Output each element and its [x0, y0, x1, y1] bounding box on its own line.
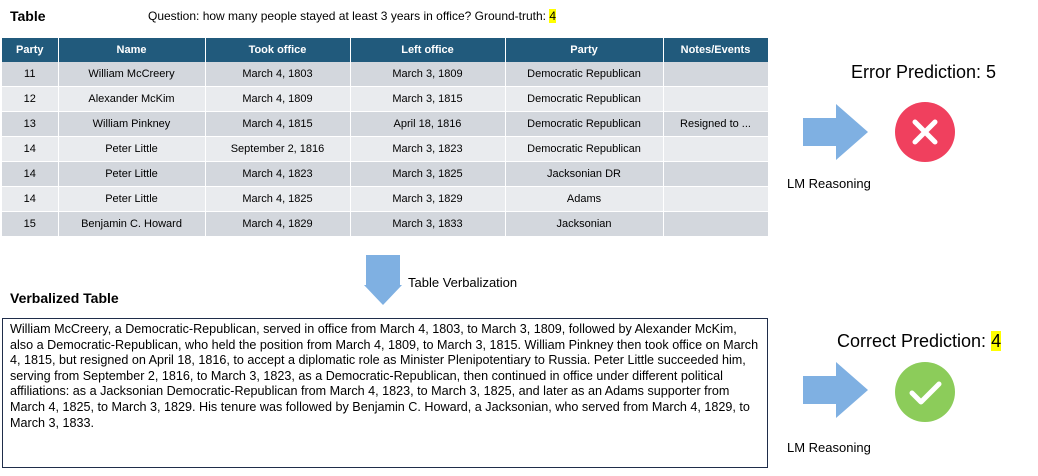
table-cell — [663, 62, 769, 87]
table-cell: William McCreery — [58, 62, 206, 87]
ground-truth: 4 — [549, 9, 557, 23]
header-cell: Took office — [205, 38, 351, 62]
table-cell: Jacksonian — [505, 211, 664, 237]
table-cell — [663, 211, 769, 237]
table-cell: Peter Little — [58, 186, 206, 212]
error-label: Error Prediction: 5 — [851, 62, 997, 82]
table-cell: 14 — [2, 186, 59, 212]
table-cell: March 3, 1815 — [350, 86, 506, 112]
table-cell — [663, 161, 769, 187]
table-cell — [663, 86, 769, 112]
header-cell: Name — [58, 38, 206, 62]
table-cell: Jacksonian DR — [505, 161, 664, 187]
question: Question: how many people stayed at leas… — [148, 9, 557, 23]
table-cell: March 4, 1825 — [205, 186, 351, 212]
table-cell: March 3, 1825 — [350, 161, 506, 187]
data-table: Party Name Took office Left office Party Note… — [2, 38, 769, 237]
table-cell: 11 — [2, 62, 59, 87]
correct-icon — [895, 362, 955, 422]
table-cell: March 4, 1829 — [205, 211, 351, 237]
table-cell: Resigned to ... — [663, 111, 769, 137]
table-cell: Alexander McKim — [58, 86, 206, 112]
correct-label: Correct Prediction: — [837, 331, 987, 351]
table-cell: 13 — [2, 111, 59, 137]
table-row: 14 Peter Little September 2, 1816 March 3, … — [2, 136, 769, 162]
table-cell: 14 — [2, 161, 59, 187]
correct-label-wrap: Correct Prediction: 4 — [837, 331, 1002, 352]
verbalized-title: Verbalized Table — [10, 290, 119, 306]
table-cell: 12 — [2, 86, 59, 112]
table-cell: Peter Little — [58, 136, 206, 162]
right-arrow — [803, 104, 868, 160]
table-cell: 14 — [2, 136, 59, 162]
table-cell: March 4, 1823 — [205, 161, 351, 187]
table-title: Table — [10, 8, 46, 24]
table-cell: Democratic Republican — [505, 62, 664, 87]
table-cell: March 3, 1823 — [350, 136, 506, 162]
down-arrow — [364, 255, 402, 305]
table-row: 13 William Pinkney March 4, 1815 April 18, … — [2, 111, 769, 137]
table-row: 11 William McCreery March 4, 1803 March 3, … — [2, 62, 769, 87]
table-cell: March 4, 1815 — [205, 111, 351, 137]
table-row: 12 Alexander McKim March 4, 1809 March 3, 1… — [2, 86, 769, 112]
header-cell: Left office — [350, 38, 506, 62]
question-text: Question: how many people stayed at leas… — [148, 9, 547, 23]
check-mark — [909, 381, 942, 405]
arrow-label: Table Verbalization — [408, 275, 518, 290]
verbalized-text: William McCreery, a Democratic-Republica… — [2, 318, 768, 468]
header-cell: Party — [505, 38, 664, 62]
table-cell — [663, 186, 769, 212]
table-cell: Benjamin C. Howard — [58, 211, 206, 237]
header-row: Party Name Took office Left office Party Note… — [2, 38, 769, 62]
table-cell: March 3, 1833 — [350, 211, 506, 237]
table-cell: March 4, 1803 — [205, 62, 351, 87]
header-cell: Party — [2, 38, 59, 62]
table-cell: Peter Little — [58, 161, 206, 187]
table-cell: Adams — [505, 186, 664, 212]
table-cell: William Pinkney — [58, 111, 206, 137]
table-cell: March 4, 1809 — [205, 86, 351, 112]
table-row: 15 Benjamin C. Howard March 4, 1829 March 3… — [2, 211, 769, 237]
table-row: 14 Peter Little March 4, 1823 March 3, 1825… — [2, 161, 769, 187]
x-mark — [912, 119, 938, 145]
correct-value: 4 — [991, 331, 1002, 351]
reasoning-label: LM Reasoning — [787, 176, 871, 191]
header-cell: Notes/Events — [663, 38, 769, 62]
table-cell: March 3, 1829 — [350, 186, 506, 212]
reasoning-label: LM Reasoning — [787, 440, 871, 455]
table-cell: Democratic Republican — [505, 86, 664, 112]
table-cell: 15 — [2, 211, 59, 237]
table-cell: September 2, 1816 — [205, 136, 351, 162]
table-cell: April 18, 1816 — [350, 111, 506, 137]
table-cell: March 3, 1809 — [350, 62, 506, 87]
table-cell — [663, 136, 769, 162]
table-cell: Democratic Republican — [505, 136, 664, 162]
table-row: 14 Peter Little March 4, 1825 March 3, 1829… — [2, 186, 769, 212]
table-cell: Democratic Republican — [505, 111, 664, 137]
right-arrow — [803, 362, 868, 418]
